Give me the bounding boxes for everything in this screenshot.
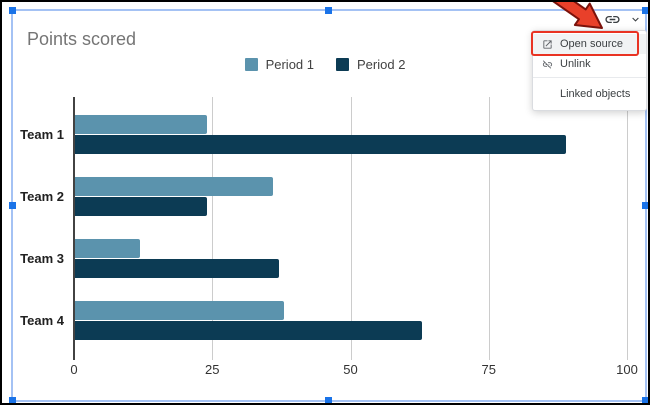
category-label: Team 3 bbox=[20, 251, 64, 266]
selection-handle-mr[interactable] bbox=[642, 201, 648, 209]
bar-team1-period1 bbox=[75, 115, 207, 134]
x-tick-label: 100 bbox=[616, 362, 638, 377]
x-tick-label: 75 bbox=[481, 362, 496, 377]
bar-team3-period2 bbox=[75, 259, 279, 278]
gridline-25 bbox=[212, 97, 214, 360]
bar-team2-period2 bbox=[75, 197, 207, 216]
selection-handle-tl[interactable] bbox=[9, 7, 16, 14]
bar-team2-period1 bbox=[75, 177, 274, 196]
category-label: Team 1 bbox=[20, 127, 64, 142]
plot-area: 0 25 50 75 100 Team 1 Team 2 Team 3 Team 4 bbox=[2, 97, 648, 387]
menu-item-label: Linked objects bbox=[560, 88, 631, 100]
legend-label: Period 2 bbox=[357, 57, 406, 72]
bar-team4-period1 bbox=[75, 301, 285, 320]
x-tick-label: 25 bbox=[205, 362, 220, 377]
gridline-50 bbox=[350, 97, 352, 360]
gridline-100 bbox=[627, 97, 628, 360]
menu-item-unlink[interactable]: Unlink bbox=[533, 54, 646, 74]
category-label: Team 4 bbox=[20, 313, 64, 328]
x-tick-label: 50 bbox=[343, 362, 358, 377]
gridline-75 bbox=[488, 97, 490, 360]
selection-handle-tc[interactable] bbox=[325, 7, 332, 14]
legend-item-2: Period 2 bbox=[336, 57, 405, 72]
selection-handle-bc[interactable] bbox=[325, 397, 332, 403]
bar-team4-period2 bbox=[75, 321, 423, 340]
legend-label: Period 1 bbox=[265, 57, 314, 72]
menu-item-icon-spacer bbox=[541, 88, 553, 100]
selection-handle-ml[interactable] bbox=[9, 201, 16, 209]
category-label: Team 2 bbox=[20, 189, 64, 204]
legend: Period 1 Period 2 bbox=[2, 57, 648, 72]
linked-chart-menu: Open source Unlink Linked objects bbox=[532, 30, 647, 111]
legend-item-1: Period 1 bbox=[244, 57, 314, 72]
menu-item-linked-objects[interactable]: Linked objects bbox=[533, 84, 646, 104]
open-in-new-icon bbox=[541, 38, 553, 50]
selection-handle-tr[interactable] bbox=[642, 7, 648, 14]
selection-handle-bl[interactable] bbox=[9, 397, 16, 403]
y-axis-line bbox=[73, 97, 75, 360]
selection-handle-br[interactable] bbox=[642, 397, 648, 403]
x-tick-label: 0 bbox=[70, 362, 78, 377]
chart-title: Points scored bbox=[27, 29, 137, 49]
link-icon[interactable] bbox=[604, 11, 621, 28]
menu-item-open-source[interactable]: Open source bbox=[533, 34, 646, 54]
bar-team1-period2 bbox=[75, 135, 567, 154]
chevron-down-icon[interactable] bbox=[629, 13, 642, 26]
legend-swatch-2 bbox=[336, 58, 349, 71]
linked-chart-toolbar bbox=[604, 11, 642, 28]
bar-team3-period1 bbox=[75, 239, 141, 258]
menu-item-label: Open source bbox=[560, 38, 623, 50]
link-off-icon bbox=[541, 58, 553, 70]
legend-swatch-1 bbox=[244, 58, 258, 71]
menu-item-label: Unlink bbox=[560, 58, 591, 70]
menu-divider bbox=[533, 77, 646, 78]
